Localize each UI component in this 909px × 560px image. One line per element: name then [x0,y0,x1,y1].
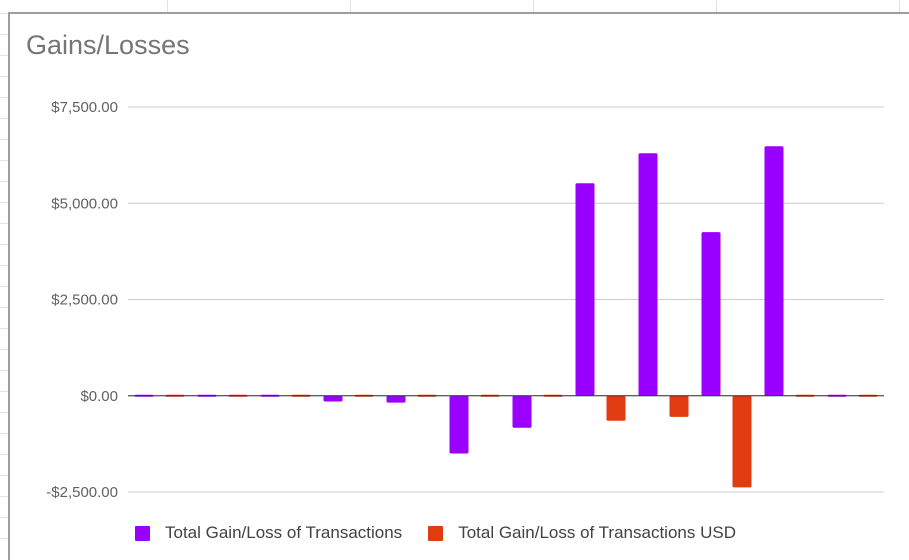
chart-title: Gains/Losses [26,30,190,60]
y-tick-label: -$2,500.00 [46,484,118,501]
legend-item-series-1[interactable]: Total Gain/Loss of Transactions [135,523,402,543]
bar-series-1-item-9[interactable] [638,153,658,396]
y-tick-label: $0.00 [80,388,118,405]
bar-series-1-item-6[interactable] [449,395,469,454]
y-axis-tick-labels: $7,500.00 $5,000.00 $2,500.00 $0.00 -$2,500.… [46,99,118,501]
chart-container[interactable] [8,12,909,560]
bar-series-1-item-7[interactable] [512,395,532,428]
y-tick-label: $5,000.00 [51,195,118,212]
bar-series-1-item-8[interactable] [575,183,595,396]
legend-item-series-2[interactable]: Total Gain/Loss of Transactions USD [428,523,736,543]
legend-label-series-1: Total Gain/Loss of Transactions [165,523,403,542]
legend-swatch-series-1 [135,525,150,541]
bar-series-1-item-11[interactable] [764,146,784,396]
bar-series-1-item-10[interactable] [701,232,721,396]
bar-series-1-item-4[interactable] [323,395,343,402]
bar-series-2-item-10[interactable] [732,395,752,488]
legend-swatch-series-2 [428,525,444,541]
y-tick-label: $2,500.00 [51,292,118,309]
legend-label-series-2: Total Gain/Loss of Transactions USD [458,523,736,542]
bar-series-2-item-9[interactable] [669,395,689,417]
chart-legend: Total Gain/Loss of Transactions Total Ga… [135,520,762,546]
bars [134,146,878,488]
bar-series-2-item-8[interactable] [606,395,626,421]
y-tick-label: $7,500.00 [51,99,118,116]
bar-series-1-item-5[interactable] [386,395,406,403]
